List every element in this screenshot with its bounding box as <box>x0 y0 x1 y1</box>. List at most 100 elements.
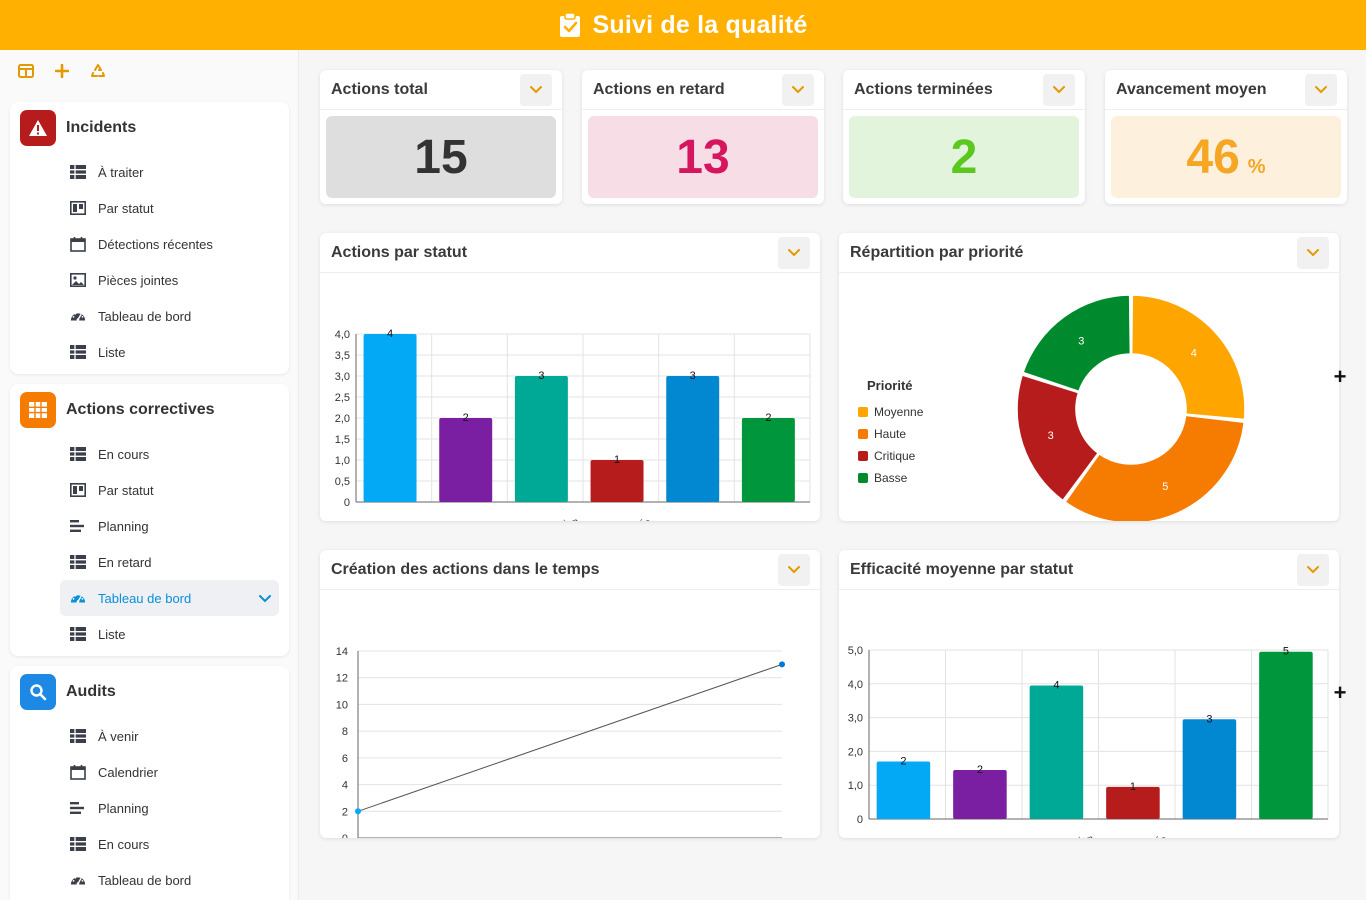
nav-item-en-retard[interactable]: En retard <box>10 544 289 580</box>
slice-label: 3 <box>1048 430 1054 442</box>
card-title: Efficacité moyenne par statut <box>850 560 1074 578</box>
kpi-box: 46% <box>1111 116 1341 198</box>
card-header: Répartition par priorité <box>839 233 1339 273</box>
y-tick-label: 3,0 <box>848 713 863 725</box>
nav-item-liste[interactable]: Liste <box>10 616 289 652</box>
chevron-down-icon[interactable] <box>778 236 810 269</box>
chevron-down-icon[interactable] <box>259 591 271 606</box>
y-tick-label: 1,5 <box>335 434 350 446</box>
nav-item-pieces-jointes[interactable]: Pièces jointes <box>10 262 289 298</box>
search-icon <box>20 674 56 710</box>
y-tick-label: 0 <box>342 833 348 838</box>
table-icon <box>70 728 86 744</box>
card-title: Actions en retard <box>593 80 725 98</box>
x-tick-label: En cours <box>673 519 718 521</box>
bar <box>1182 719 1237 819</box>
y-tick-label: 2,5 <box>335 392 350 404</box>
chevron-down-icon[interactable] <box>520 73 552 106</box>
donut-slice <box>1130 294 1246 421</box>
nav-item-label: Tableau de bord <box>98 590 192 606</box>
gauge-icon <box>70 308 86 324</box>
nav-item-a-venir[interactable]: À venir <box>10 718 289 754</box>
chevron-down-icon[interactable] <box>782 73 814 106</box>
gantt-icon <box>70 800 86 816</box>
y-tick-label: 4 <box>342 780 348 792</box>
efficiency-bar-chart: 5,0 4,0 3,0 2,0 1,0 0 2 Planifiée 2 À lancer 4 En v… <box>848 645 1329 859</box>
nav-item-tableau-de-bord[interactable]: Tableau de bord <box>10 298 289 334</box>
nav-item-planning[interactable]: Planning <box>10 790 289 826</box>
chevron-down-icon[interactable] <box>1305 73 1337 106</box>
bar <box>514 376 568 502</box>
table-icon <box>70 554 86 570</box>
y-tick-label: 4,0 <box>335 329 350 341</box>
nav-item-par-statut[interactable]: Par statut <box>10 472 289 508</box>
kanban-icon <box>70 482 86 498</box>
nav-item-par-statut[interactable]: Par statut <box>10 190 289 226</box>
nav-item-label: Tableau de bord <box>98 872 192 888</box>
add-widget-button[interactable]: + <box>1333 364 1347 389</box>
card-header: Création des actions dans le temps <box>320 550 820 590</box>
slice-label: 4 <box>1191 347 1197 359</box>
legend-label: Basse <box>874 471 908 485</box>
nav-item-planning[interactable]: Planning <box>10 508 289 544</box>
x-tick-label: Terminée <box>748 518 795 521</box>
x-tick-label: Planifiée <box>885 836 929 838</box>
chevron-down-icon[interactable] <box>1297 553 1329 586</box>
section-actions-header[interactable]: Actions correctives <box>10 384 289 436</box>
series-line <box>357 663 783 812</box>
section-title: Audits <box>66 683 116 700</box>
image-icon <box>70 272 86 288</box>
card-title: Actions terminées <box>854 80 993 98</box>
bar <box>1029 685 1084 819</box>
y-tick-label: 8 <box>342 726 348 738</box>
nav-item-label: Planning <box>98 518 149 534</box>
nav-item-label: En retard <box>98 554 152 570</box>
add-widget-button[interactable]: + <box>1333 680 1347 705</box>
table-icon <box>70 836 86 852</box>
chevron-down-icon[interactable] <box>1297 236 1329 269</box>
card-header: Actions par statut <box>320 233 820 273</box>
section-audits-header[interactable]: Audits <box>10 666 289 718</box>
kpi-value: 2 <box>950 130 978 184</box>
nav-item-calendrier[interactable]: Calendrier <box>10 754 289 790</box>
y-tick-label: 0 <box>857 814 863 826</box>
kpi-card-actions-en-retard: Actions en retard 13 <box>582 70 824 204</box>
app-title: Suivi de la qualité <box>592 10 808 39</box>
section-actions-correctives: Actions correctives En cours Par statut … <box>10 384 289 656</box>
donut-slice <box>1016 374 1100 502</box>
chevron-down-icon[interactable] <box>778 553 810 586</box>
kpi-unit: % <box>1247 155 1266 178</box>
nav-item-a-traiter[interactable]: À traiter <box>10 154 289 190</box>
bar <box>741 418 795 502</box>
y-tick-label: 2,0 <box>848 746 863 758</box>
card-title: Avancement moyen <box>1116 80 1267 98</box>
y-tick-label: 0 <box>344 497 350 509</box>
card-header: Actions total <box>320 70 562 110</box>
kpi-card-avancement-moyen: Avancement moyen 46% <box>1105 70 1347 204</box>
plus-icon[interactable] <box>46 55 78 87</box>
recycle-icon[interactable] <box>82 55 114 87</box>
grid-icon <box>20 392 56 428</box>
widget-efficacite-moyenne: Efficacité moyenne par statut 5,0 4,0 3,0 2… <box>839 550 1339 859</box>
section-title: Incidents <box>66 119 137 136</box>
legend-title: Priorité <box>867 378 913 393</box>
widget-creation-temps: Création des actions dans le temps 14 12 1… <box>320 550 820 863</box>
nav-item-liste[interactable]: Liste <box>10 334 289 370</box>
x-tick-label: En cours <box>1190 836 1235 838</box>
donut-slice <box>1022 294 1132 393</box>
nav-item-en-cours[interactable]: En cours <box>10 436 289 472</box>
kpi-value: 15 <box>414 130 468 184</box>
chevron-down-icon[interactable] <box>1043 73 1075 106</box>
bar <box>1106 786 1160 819</box>
data-label: 2 <box>765 412 771 424</box>
nav-item-detections-recentes[interactable]: Détections récentes <box>10 226 289 262</box>
card-title: Création des actions dans le temps <box>331 560 600 578</box>
nav-item-tableau-de-bord-active[interactable]: Tableau de bord <box>60 580 279 616</box>
kpi-card-actions-total: Actions total 15 <box>320 70 562 204</box>
nav-item-tableau-de-bord[interactable]: Tableau de bord <box>10 862 289 898</box>
timeline-line-chart: 14121086420Dec 2025Jan 2026 <box>333 646 807 863</box>
layout-icon[interactable] <box>10 55 42 87</box>
x-tick-label: Abandonnée <box>588 517 652 521</box>
section-incidents-header[interactable]: Incidents <box>10 102 289 154</box>
nav-item-en-cours[interactable]: En cours <box>10 826 289 862</box>
